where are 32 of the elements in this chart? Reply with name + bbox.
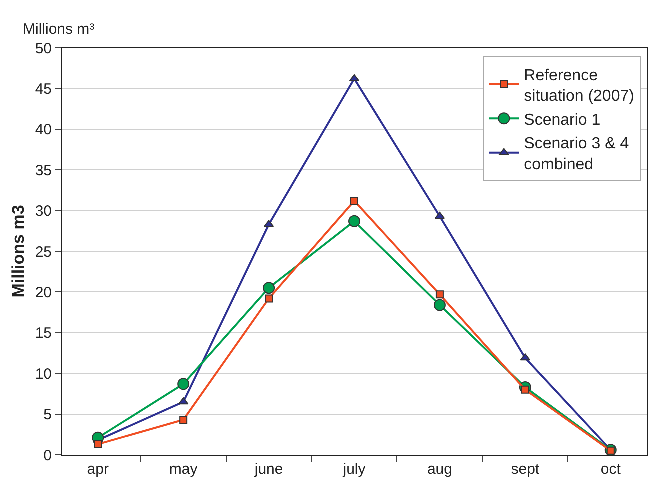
y-tick-label: 5 [44, 406, 52, 424]
y-tick-label: 10 [35, 366, 52, 383]
y-tick-label: 35 [35, 162, 52, 180]
point [94, 440, 102, 448]
y-tick-label: 15 [35, 325, 52, 342]
x-tick-label: may [169, 461, 198, 478]
x-tick-label: july [342, 461, 366, 478]
point [434, 299, 446, 312]
y-tick-label: 25 [35, 244, 52, 261]
y-tick-label: 45 [35, 80, 52, 98]
x-tick-label: aug [427, 461, 452, 478]
x-tick-label: apr [87, 461, 109, 478]
x-tick-label: june [254, 461, 284, 478]
point [180, 416, 188, 424]
y-tick-label: 0 [44, 447, 52, 464]
point [178, 378, 190, 390]
y-tick-label: 40 [35, 122, 52, 139]
point [348, 215, 360, 228]
point [350, 197, 358, 206]
y-tick-label: 50 [35, 40, 52, 58]
point [436, 290, 444, 299]
text: Millions m³ [23, 21, 95, 38]
y-tick-label: 30 [35, 203, 52, 220]
point [265, 294, 274, 303]
y-tick-label: 20 [35, 284, 52, 302]
legend-label: Reference situation (2007) [524, 67, 634, 106]
y-axis-title: Millions m3 [8, 205, 28, 298]
x-tick-label: oct [600, 461, 622, 478]
x-tick-label: sept [511, 461, 540, 478]
point [263, 282, 276, 294]
legend-label: Scenario 3 & 4 combined [524, 136, 630, 174]
legend-label: Scenario 1 [524, 112, 601, 129]
